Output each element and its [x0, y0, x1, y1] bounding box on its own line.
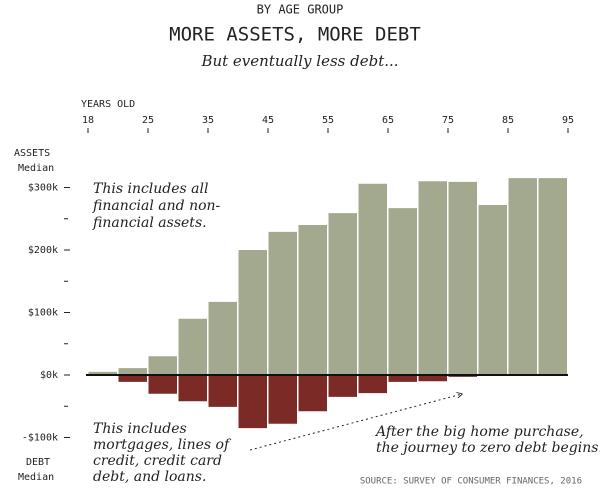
- bar: [208, 375, 237, 407]
- bar: [118, 368, 147, 375]
- bar: [328, 213, 357, 375]
- y-tick-label: $300k: [28, 183, 58, 194]
- x-tick-label: 45: [262, 115, 274, 126]
- chart-title: MORE ASSETS, MORE DEBT: [169, 24, 421, 46]
- annotation: financial assets.: [92, 215, 207, 231]
- annotation: mortgages, lines of: [93, 437, 232, 453]
- x-tick-label: 75: [442, 115, 454, 126]
- y-tick-label: $100k: [28, 308, 58, 319]
- bar: [508, 178, 537, 375]
- bar: [388, 375, 417, 382]
- bar: [208, 301, 237, 375]
- bar: [478, 205, 507, 375]
- y-label-bottom: Median: [18, 472, 54, 483]
- y-label-bottom: DEBT: [26, 457, 50, 468]
- x-tick-label: 25: [142, 115, 154, 126]
- annotation: debt, and loans.: [93, 469, 206, 485]
- bar: [388, 208, 417, 375]
- bar: [148, 375, 177, 394]
- annotation: This includes all: [93, 181, 208, 197]
- arrow: [249, 394, 462, 451]
- annotation: After the big home purchase,: [374, 424, 584, 440]
- bar: [178, 375, 207, 402]
- y-tick-label: $0k: [40, 370, 58, 381]
- bar: [268, 375, 297, 424]
- bar: [418, 181, 447, 375]
- y-tick-label: -$100k: [22, 433, 58, 444]
- bar: [298, 225, 327, 375]
- bar: [328, 375, 357, 397]
- bar: [358, 183, 387, 375]
- x-tick-label: 95: [562, 115, 574, 126]
- bar: [238, 375, 267, 429]
- subtitle: But eventually less debt...: [200, 52, 398, 70]
- x-tick-label: 65: [382, 115, 394, 126]
- x-tick-label: 55: [322, 115, 334, 126]
- bar: [148, 356, 177, 375]
- bar: [418, 375, 447, 382]
- bar: [178, 318, 207, 375]
- bar: [238, 250, 267, 375]
- bar: [88, 371, 117, 375]
- annotation: the journey to zero debt begins.: [376, 440, 600, 456]
- bar: [268, 231, 297, 375]
- annotation: credit, credit card: [93, 453, 222, 469]
- y-label-top: Median: [18, 163, 54, 174]
- x-tick-label: 85: [502, 115, 514, 126]
- annotation: This includes: [93, 421, 187, 437]
- y-label-top: ASSETS: [14, 148, 50, 159]
- y-tick-label: $200k: [28, 245, 58, 256]
- bar: [298, 375, 327, 412]
- annotation: financial and non-: [92, 198, 221, 214]
- bar: [448, 181, 477, 375]
- x-tick-label: 35: [202, 115, 214, 126]
- bar: [538, 178, 567, 375]
- x-tick-label: 18: [82, 115, 94, 126]
- kicker: BY AGE GROUP: [257, 3, 344, 17]
- source: SOURCE: SURVEY OF CONSUMER FINANCES, 201…: [360, 477, 582, 487]
- x-axis-label: YEARS OLD: [81, 99, 135, 110]
- bar: [118, 375, 147, 382]
- bar: [358, 375, 387, 394]
